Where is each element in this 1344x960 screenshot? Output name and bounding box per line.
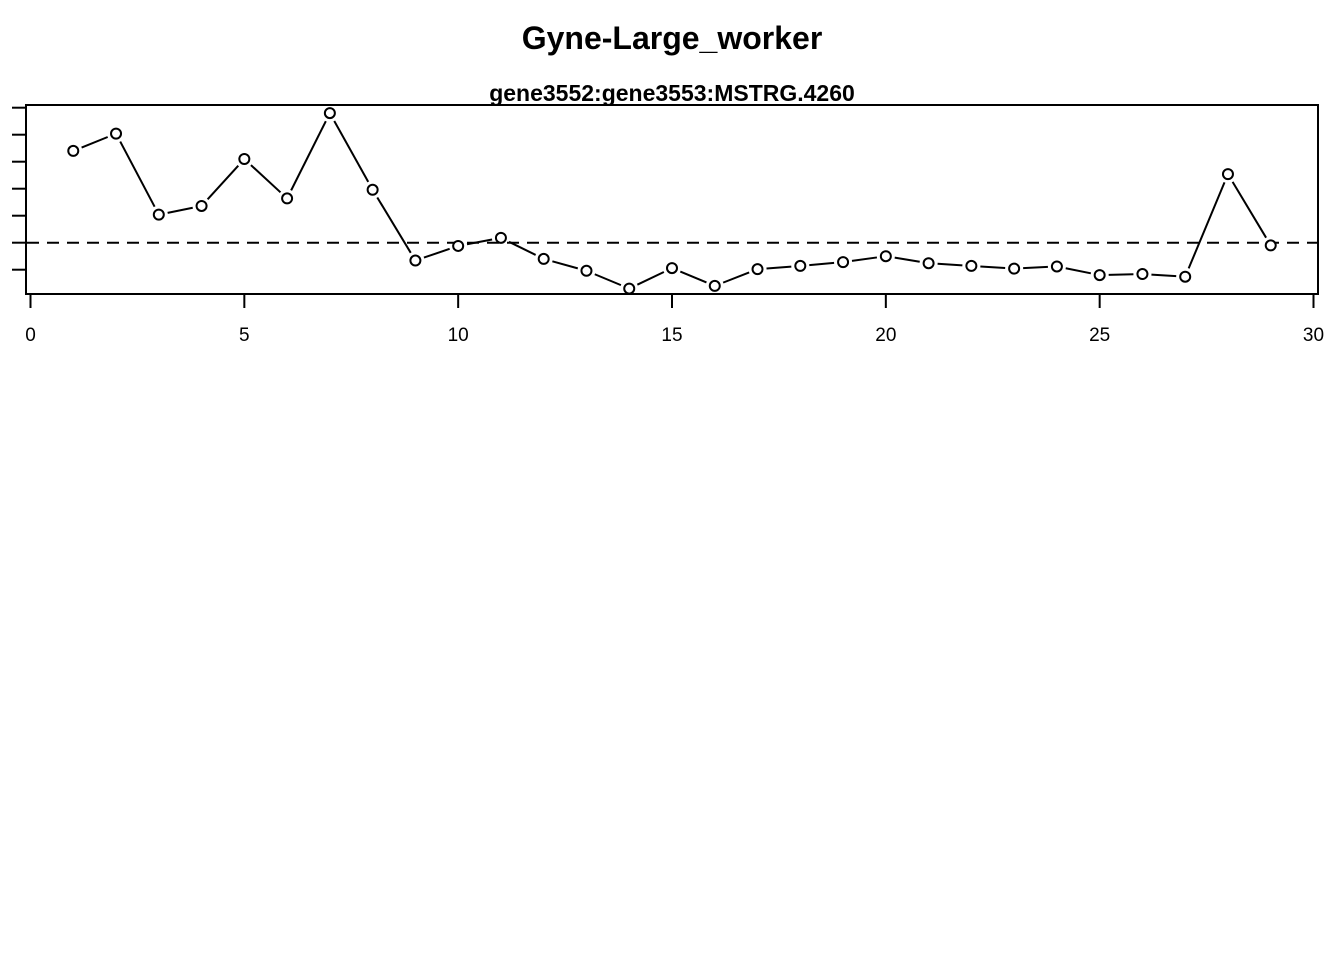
data-point xyxy=(666,262,678,275)
series-segment xyxy=(1023,265,1048,270)
series-segment xyxy=(508,240,537,256)
data-point xyxy=(110,127,123,140)
data-point xyxy=(238,153,251,165)
series-segment xyxy=(722,271,750,284)
series-segment xyxy=(290,120,327,191)
series-segment xyxy=(333,120,370,183)
series-segment xyxy=(980,265,1006,270)
data-point xyxy=(837,256,850,269)
series-segment xyxy=(250,164,282,194)
series-segment xyxy=(851,256,878,262)
series-segment xyxy=(594,273,622,287)
data-point xyxy=(1093,269,1106,282)
series-segment xyxy=(81,136,109,149)
data-point xyxy=(751,263,764,276)
data-point xyxy=(623,282,636,295)
series-group xyxy=(67,107,1277,295)
series-segment xyxy=(894,256,920,263)
series-segment xyxy=(679,270,707,284)
data-point xyxy=(452,239,465,252)
x-tick-label: 0 xyxy=(25,325,36,346)
chart-subtitle: gene3552:gene3553:MSTRG.4260 xyxy=(489,80,855,106)
data-point xyxy=(1264,239,1277,252)
series-segment xyxy=(1108,273,1134,276)
chart-title: Gyne-Large_worker xyxy=(522,20,823,56)
x-tick-label: 20 xyxy=(875,325,896,346)
x-tick-label: 15 xyxy=(661,325,682,346)
series-segment xyxy=(119,141,156,208)
data-point xyxy=(1008,262,1021,275)
data-point xyxy=(922,257,935,270)
series-segment xyxy=(809,261,835,267)
data-point xyxy=(1136,268,1149,281)
series-segment xyxy=(636,271,665,286)
series-segment xyxy=(376,196,412,254)
x-tick-label: 30 xyxy=(1303,325,1324,346)
x-axis: 0 5 10 15 20 25 30 xyxy=(25,293,1324,346)
x-tick-label: 25 xyxy=(1089,325,1110,346)
series-segment xyxy=(423,247,450,259)
series-segment xyxy=(552,260,579,270)
data-point xyxy=(580,264,593,277)
data-point xyxy=(879,250,892,263)
data-point xyxy=(708,279,721,292)
data-point xyxy=(494,231,507,244)
series-segment xyxy=(1151,273,1177,278)
data-point xyxy=(195,199,208,212)
data-point xyxy=(1221,168,1234,181)
data-point xyxy=(366,183,379,196)
series-segment xyxy=(167,206,193,214)
data-point xyxy=(152,208,165,221)
y-axis xyxy=(12,106,26,271)
series-segment xyxy=(206,164,240,200)
series-segment xyxy=(1187,182,1226,269)
data-point xyxy=(281,192,294,205)
series-segment xyxy=(466,238,493,246)
data-point xyxy=(409,254,422,267)
data-point xyxy=(1179,270,1192,283)
data-point xyxy=(965,259,978,272)
x-tick-label: 5 xyxy=(239,325,250,346)
data-point xyxy=(794,259,807,272)
data-point xyxy=(67,144,80,157)
data-point xyxy=(1050,260,1063,273)
data-point xyxy=(537,252,550,265)
data-point xyxy=(323,107,336,120)
series-segment xyxy=(766,265,792,270)
series-segment xyxy=(1065,267,1092,275)
series-segment xyxy=(1231,181,1267,239)
x-tick-label: 10 xyxy=(448,325,469,346)
series-segment xyxy=(937,262,963,267)
